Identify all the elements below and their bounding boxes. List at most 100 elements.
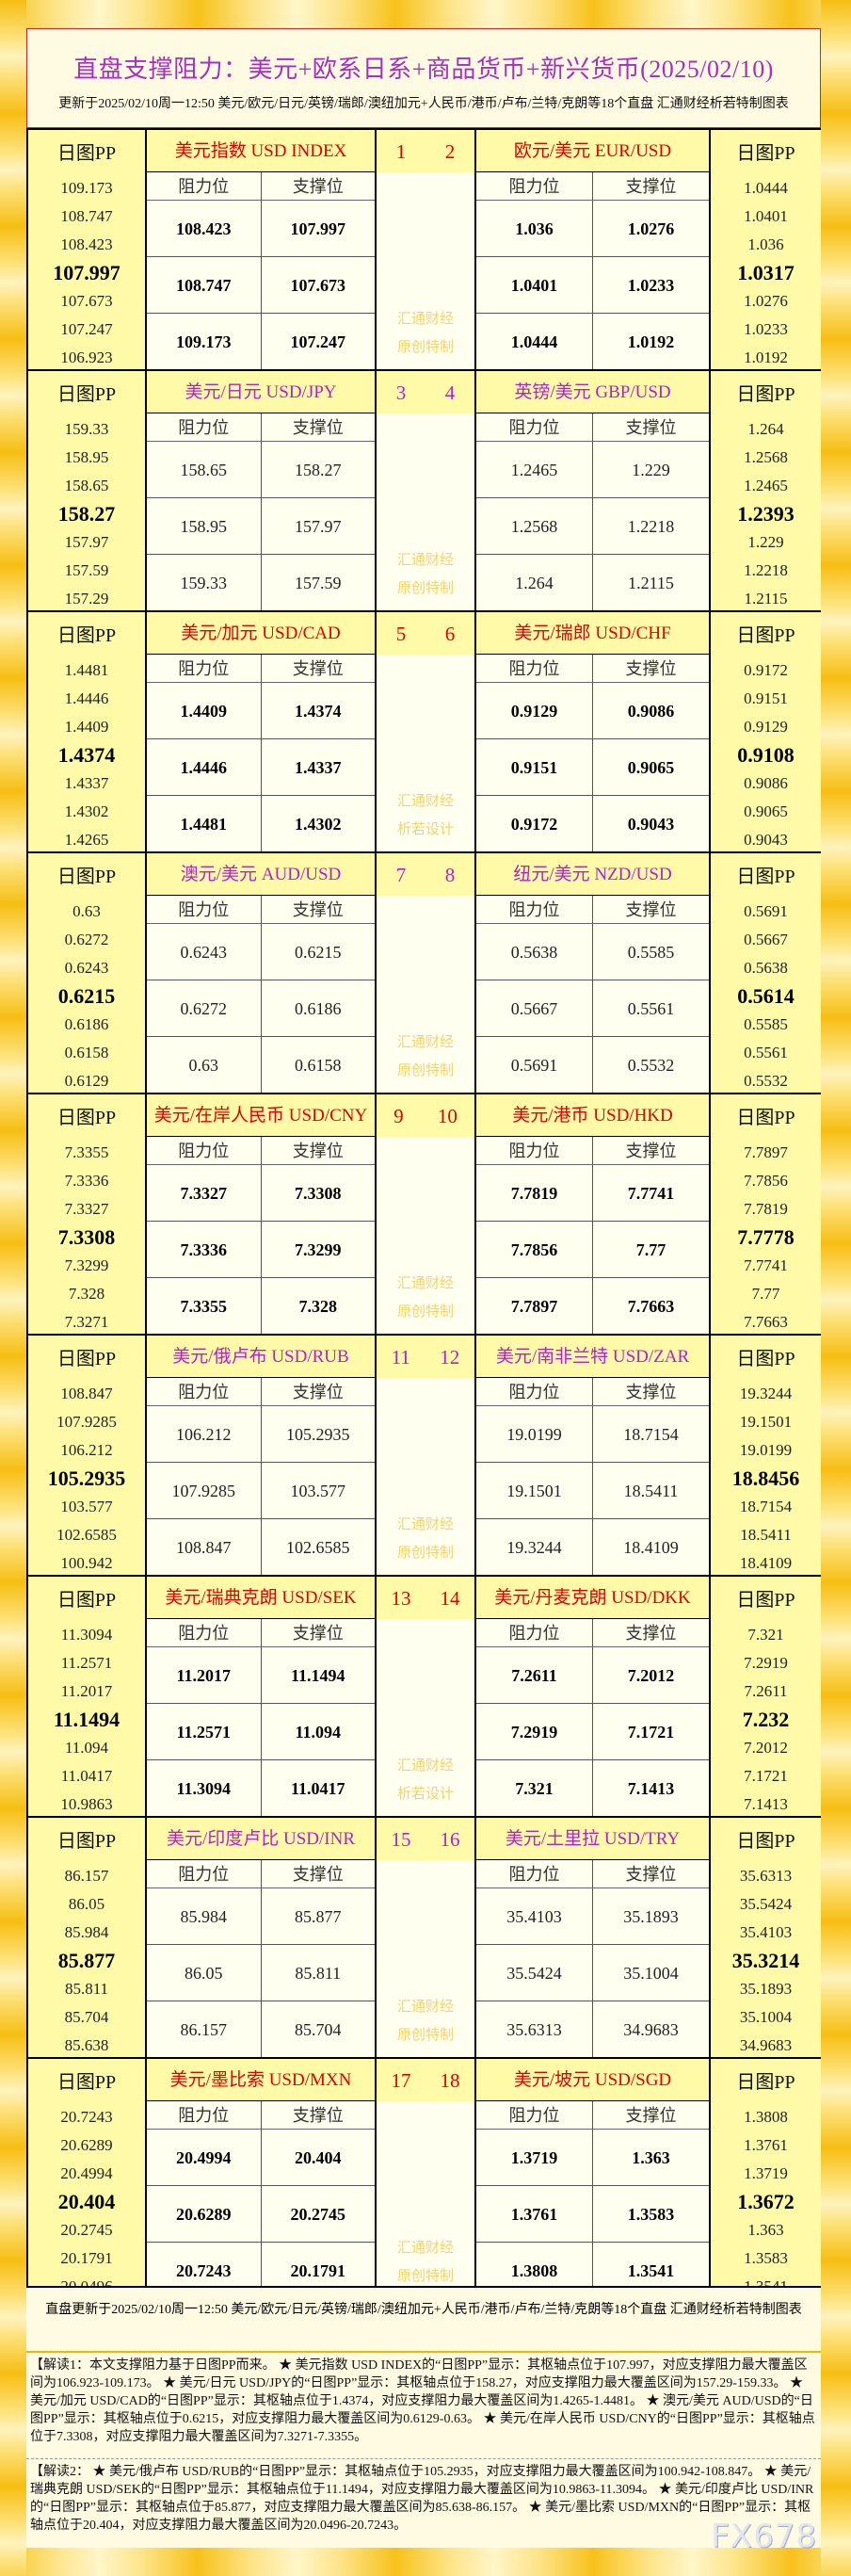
pp-level-value: 7.2611 <box>744 1682 788 1700</box>
footer-update-text: 直盘更新于2025/02/10周一12:50 美元/欧元/日元/英镑/瑞郎/澳纽… <box>26 2288 821 2353</box>
pp-level-value: 108.847 <box>60 1385 113 1402</box>
resistance-value: 107.9285 <box>147 1463 262 1518</box>
support-header: 支撑位 <box>292 1865 344 1884</box>
resistance-value: 20.6289 <box>147 2186 262 2242</box>
pp-level-value: 0.63 <box>72 902 101 920</box>
daily-pp-header: 日图PP <box>56 143 117 164</box>
level-row: 85.984 85.877 <box>147 1888 375 1945</box>
currency-pair-left: 美元/在岸人民币 USD/CNY 阻力位 支撑位 7.3327 7.3308 7.3336… <box>147 1094 375 1335</box>
resistance-value: 7.2919 <box>476 1704 593 1759</box>
column-headers: 阻力位 支撑位 <box>476 1619 709 1647</box>
level-row: 0.9151 0.9065 <box>476 739 709 796</box>
level-row: 7.2919 7.1721 <box>476 1704 709 1760</box>
watermark-text: 汇通财经 原创特制 <box>377 305 474 362</box>
support-header: 支撑位 <box>625 2106 677 2125</box>
pair-number: 9 <box>393 1105 404 1127</box>
pair-block: 日图PP 20.7243 20.6289 20.4994 20.404 20.2745 20… <box>26 2057 821 2299</box>
pp-level-value: 0.5638 <box>744 959 788 977</box>
pivot-point-value: 35.3214 <box>731 1949 800 1972</box>
support-value: 1.4337 <box>295 758 342 777</box>
pivot-point-value: 1.0317 <box>737 261 795 284</box>
pp-level-value: 86.05 <box>68 1895 105 1913</box>
pair-numbers: 11 12 <box>377 1336 474 1378</box>
daily-pp-header: 日图PP <box>736 2072 795 2093</box>
pp-level-value: 1.0192 <box>744 348 788 366</box>
pp-level-value: 1.2465 <box>744 477 788 494</box>
pp-level-value: 85.984 <box>64 1923 109 1941</box>
currency-pair-right: 美元/港币 USD/HKD 阻力位 支撑位 7.7819 7.7741 7.7856 7.7… <box>476 1094 709 1335</box>
watermark-text: 汇通财经 析若设计 <box>377 787 474 844</box>
pp-level-value: 0.6243 <box>64 959 109 977</box>
resistance-header: 阻力位 <box>147 172 262 200</box>
pp-level-value: 1.0444 <box>744 179 788 197</box>
pp-level-value: 1.3719 <box>744 2164 788 2182</box>
support-value: 0.6186 <box>295 999 342 1018</box>
pp-level-value: 106.212 <box>60 1441 113 1459</box>
daily-pp-header: 日图PP <box>736 625 795 646</box>
currency-pair-left: 美元/加元 USD/CAD 阻力位 支撑位 1.4409 1.4374 1.4446 1.4… <box>147 612 375 852</box>
daily-pp-column-right: 日图PP 7.7897 7.7856 7.7819 7.7778 7.7741 7.77 7.… <box>709 1094 821 1334</box>
pivot-point-value: 0.5614 <box>737 984 795 1008</box>
column-headers: 阻力位 支撑位 <box>147 413 375 442</box>
watermark-line: 原创特制 <box>396 1546 454 1561</box>
pp-level-value: 18.5411 <box>740 1526 792 1544</box>
pp-level-value: 0.5667 <box>744 931 788 948</box>
resistance-header: 阻力位 <box>147 1860 262 1887</box>
resistance-header: 阻力位 <box>147 1137 262 1164</box>
support-header: 支撑位 <box>292 1142 344 1160</box>
watermark-line: 汇通财经 <box>396 1276 454 1291</box>
daily-pp-column-left: 日图PP 108.847 107.9285 106.212 105.2935 103.57… <box>28 1336 147 1575</box>
level-row: 108.423 107.997 <box>147 201 375 257</box>
support-value: 1.4302 <box>295 815 342 834</box>
pivot-point-value: 1.3672 <box>737 2190 795 2213</box>
daily-pp-column-right: 日图PP 1.264 1.2568 1.2465 1.2393 1.229 1.2218 1.… <box>709 371 821 610</box>
resistance-value: 0.5638 <box>476 924 593 980</box>
pp-level-value: 1.2218 <box>744 561 788 579</box>
resistance-value: 35.4103 <box>476 1888 593 1944</box>
resistance-value: 108.747 <box>147 257 262 313</box>
support-header: 支撑位 <box>625 1142 677 1160</box>
pair-numbers: 17 18 <box>377 2059 474 2101</box>
pivot-table: 日图PP 109.173 108.747 108.423 107.997 107.673 1… <box>26 128 821 2299</box>
daily-pp-column-left: 日图PP 159.33 158.95 158.65 158.27 157.97 157.59… <box>28 371 147 610</box>
level-row: 106.212 105.2935 <box>147 1406 375 1463</box>
column-headers: 阻力位 支撑位 <box>476 655 709 683</box>
resistance-value: 7.321 <box>476 1760 593 1817</box>
support-value: 7.328 <box>298 1297 338 1316</box>
index-column: 11 12 汇通财经 原创特制 <box>375 1336 476 1575</box>
level-row: 35.5424 35.1004 <box>476 1945 709 2001</box>
level-row: 108.847 102.6585 <box>147 1519 375 1576</box>
pair-number: 12 <box>440 1346 460 1369</box>
pp-level-value: 34.9683 <box>739 2036 793 2054</box>
pair-number: 1 <box>395 140 407 163</box>
pp-level-value: 0.6158 <box>64 1044 109 1061</box>
resistance-value: 1.0401 <box>476 257 593 313</box>
pair-block: 日图PP 108.847 107.9285 106.212 105.2935 103.57… <box>26 1334 821 1576</box>
pp-level-value: 7.2919 <box>744 1654 788 1672</box>
daily-pp-column-left: 日图PP 1.4481 1.4446 1.4409 1.4374 1.4337 1.4302… <box>28 612 147 851</box>
support-value: 7.1721 <box>627 1723 675 1742</box>
support-value: 102.6585 <box>286 1538 350 1557</box>
pp-level-value: 35.1004 <box>739 2008 793 2026</box>
currency-pair-right: 美元/坡元 USD/SGD 阻力位 支撑位 1.3719 1.363 1.3761 1.35… <box>476 2059 709 2299</box>
watermark-text: 汇通财经 原创特制 <box>377 1511 474 1567</box>
pp-level-value: 19.1501 <box>739 1413 793 1431</box>
pair-number: 3 <box>395 381 407 404</box>
pp-level-value: 106.923 <box>60 348 113 366</box>
support-value: 0.5532 <box>627 1056 675 1075</box>
currency-pair-left: 美元/俄卢布 USD/RUB 阻力位 支撑位 106.212 105.2935 107.9… <box>147 1336 375 1576</box>
pair-number: 8 <box>444 864 456 886</box>
pp-level-value: 0.6272 <box>64 931 109 948</box>
fx678-watermark-logo: FX678 <box>711 2518 817 2555</box>
support-value: 7.7663 <box>627 1297 675 1316</box>
pair-block: 日图PP 1.4481 1.4446 1.4409 1.4374 1.4337 1.4302… <box>26 610 821 852</box>
watermark-text: 汇通财经 原创特制 <box>377 1270 474 1326</box>
pp-level-value: 7.3336 <box>64 1172 109 1190</box>
pp-level-value: 19.0199 <box>739 1441 793 1459</box>
resistance-value: 1.4446 <box>147 739 262 795</box>
pair-block: 日图PP 0.63 0.6272 0.6243 0.6215 0.6186 0.6158 0.… <box>26 851 821 1094</box>
pp-level-value: 1.0276 <box>744 292 788 310</box>
pp-level-value: 35.6313 <box>739 1867 793 1885</box>
pair-name: 美元指数 USD INDEX <box>147 130 375 172</box>
